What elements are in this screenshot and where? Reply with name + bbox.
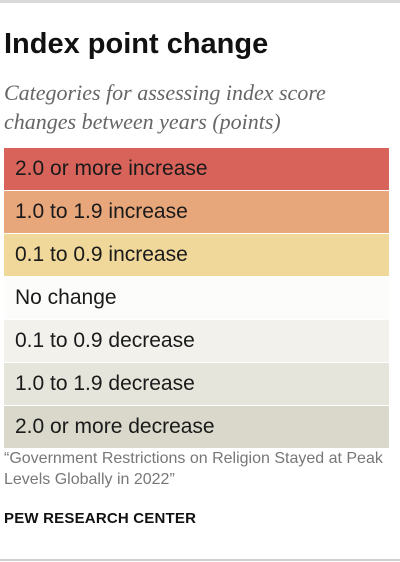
legend-item-label: 0.1 to 0.9 increase [15, 243, 188, 266]
legend-item-decrease-0-1-to-0-9: 0.1 to 0.9 decrease [4, 320, 389, 362]
page-title: Index point change [4, 28, 269, 60]
legend-item-label: No change [15, 286, 117, 309]
legend-item-decrease-2-plus: 2.0 or more decrease [4, 406, 389, 448]
change-category-legend: 2.0 or more increase 1.0 to 1.9 increase… [4, 148, 389, 449]
legend-item-increase-1-to-1-9: 1.0 to 1.9 increase [4, 191, 389, 233]
legend-item-label: 2.0 or more decrease [15, 415, 215, 438]
bottom-divider [0, 559, 400, 561]
page-subtitle: Categories for assessing index score cha… [4, 80, 326, 134]
source-note: “Government Restrictions on Religion Sta… [4, 450, 383, 488]
legend-item-increase-0-1-to-0-9: 0.1 to 0.9 increase [4, 234, 389, 276]
legend-item-label: 1.0 to 1.9 increase [15, 200, 188, 223]
legend-item-no-change: No change [4, 277, 389, 319]
top-divider [0, 0, 400, 3]
legend-item-label: 2.0 or more increase [15, 157, 208, 180]
legend-item-label: 1.0 to 1.9 decrease [15, 372, 195, 395]
publisher-credit: PEW RESEARCH CENTER [4, 510, 197, 527]
legend-item-label: 0.1 to 0.9 decrease [15, 329, 195, 352]
legend-item-decrease-1-to-1-9: 1.0 to 1.9 decrease [4, 363, 389, 405]
legend-item-increase-2-plus: 2.0 or more increase [4, 148, 389, 190]
